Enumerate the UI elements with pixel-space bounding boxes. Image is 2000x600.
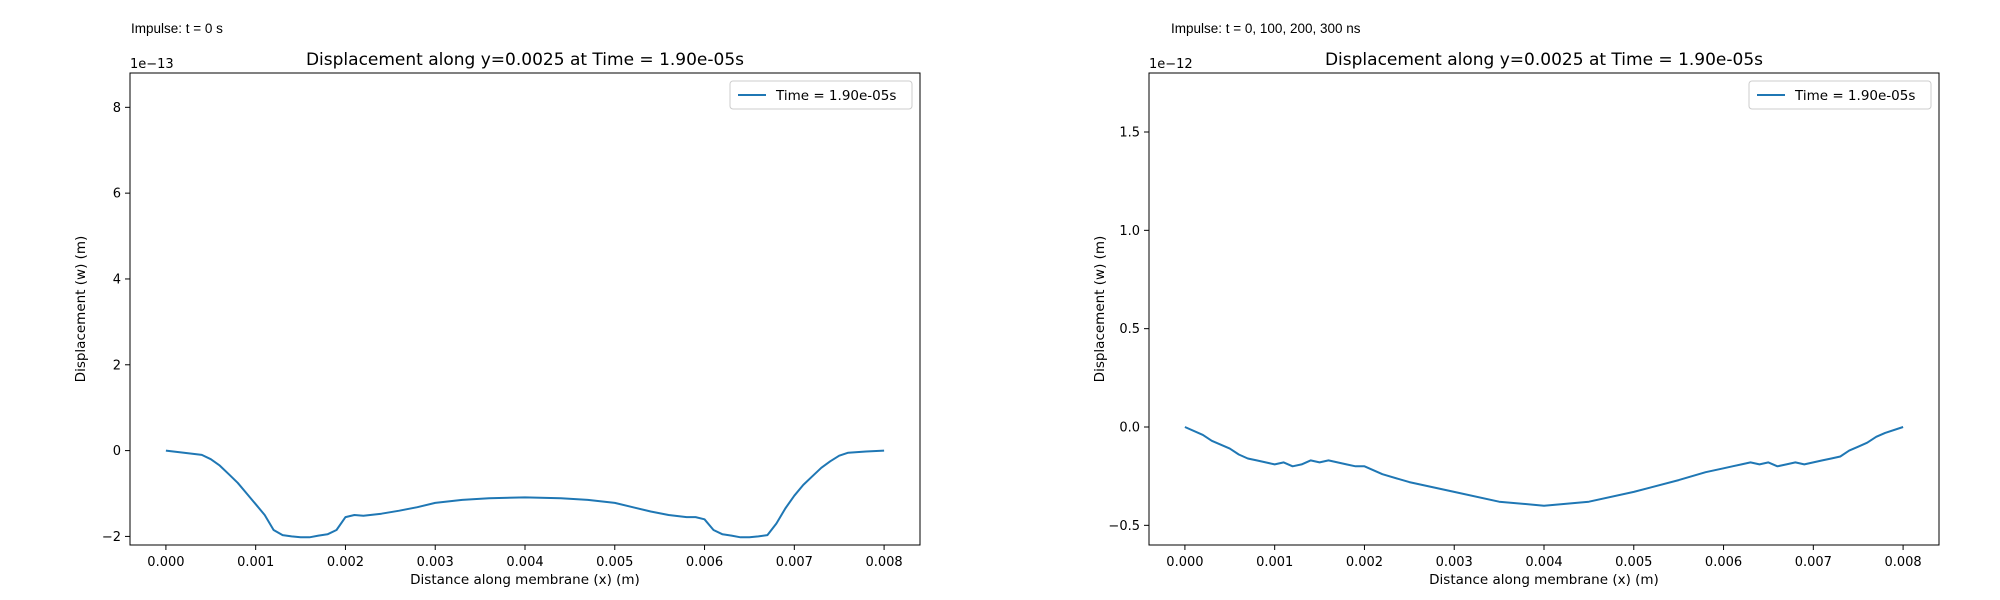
y-tick-label: −0.5: [1108, 519, 1140, 534]
y-tick-label: 0.5: [1119, 322, 1140, 337]
legend-label: Time = 1.90e-05s: [1794, 88, 1915, 104]
legend-box: [1748, 80, 1932, 110]
legend-label: Time = 1.90e-05s: [775, 88, 896, 104]
y-tick-label: 0.0: [1119, 421, 1140, 436]
x-tick-label: 0.007: [776, 555, 813, 570]
panel-label-right: Impulse: t = 0, 100, 200, 300 ns: [1171, 21, 1361, 36]
y-offset-text: 1e−13: [130, 57, 174, 72]
x-tick-label: 0.004: [506, 555, 543, 570]
series-line-1: [1184, 426, 1904, 507]
y-tick-label: 8: [113, 101, 121, 116]
chart-2: Displacement along y=0.0025 at Time = 1.…: [1092, 50, 1940, 588]
x-tick-label: 0.006: [686, 555, 723, 570]
y-tick-label: 4: [113, 272, 121, 287]
x-tick-label: 0.001: [237, 555, 274, 570]
y-tick-label: 2: [113, 358, 121, 373]
plot-frame: [129, 72, 921, 546]
y-offset-text: 1e−12: [1149, 57, 1193, 72]
y-axis-label: Displacement (w) (m): [1092, 236, 1108, 383]
y-axis-label: Displacement (w) (m): [73, 236, 89, 383]
x-tick-label: 0.008: [865, 555, 902, 570]
y-tick-label: −2: [102, 530, 121, 545]
y-tick-label: 1.0: [1119, 224, 1140, 239]
plot-frame: [1148, 72, 1940, 546]
x-tick-label: 0.004: [1525, 555, 1562, 570]
chart-1: Displacement along y=0.0025 at Time = 1.…: [73, 50, 921, 588]
y-tick-label: 1.5: [1119, 126, 1140, 141]
x-tick-label: 0.000: [147, 555, 184, 570]
x-tick-label: 0.002: [1346, 555, 1383, 570]
x-tick-label: 0.005: [596, 555, 633, 570]
x-tick-label: 0.000: [1166, 555, 1203, 570]
x-axis-label: Distance along membrane (x) (m): [410, 572, 640, 588]
x-tick-label: 0.006: [1705, 555, 1742, 570]
chart-title: Displacement along y=0.0025 at Time = 1.…: [1325, 50, 1763, 70]
y-tick-label: 0: [113, 444, 121, 459]
x-axis-label: Distance along membrane (x) (m): [1429, 572, 1659, 588]
x-tick-label: 0.003: [417, 555, 454, 570]
chart-title: Displacement along y=0.0025 at Time = 1.…: [306, 50, 744, 70]
legend-box: [729, 80, 913, 110]
panel-label-left: Impulse: t = 0 s: [131, 21, 223, 36]
x-tick-label: 0.001: [1256, 555, 1293, 570]
x-tick-label: 0.007: [1795, 555, 1832, 570]
y-tick-label: 6: [113, 187, 121, 202]
series-line-1: [165, 449, 885, 539]
x-tick-label: 0.002: [327, 555, 364, 570]
x-tick-label: 0.008: [1884, 555, 1921, 570]
x-tick-label: 0.005: [1615, 555, 1652, 570]
x-tick-label: 0.003: [1436, 555, 1473, 570]
